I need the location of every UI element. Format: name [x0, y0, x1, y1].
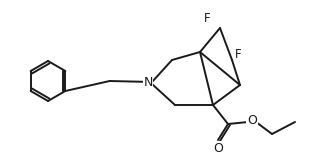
- Text: F: F: [235, 48, 241, 62]
- Text: O: O: [247, 114, 257, 127]
- Text: N: N: [143, 76, 153, 89]
- Text: O: O: [213, 141, 223, 155]
- Text: F: F: [204, 12, 210, 24]
